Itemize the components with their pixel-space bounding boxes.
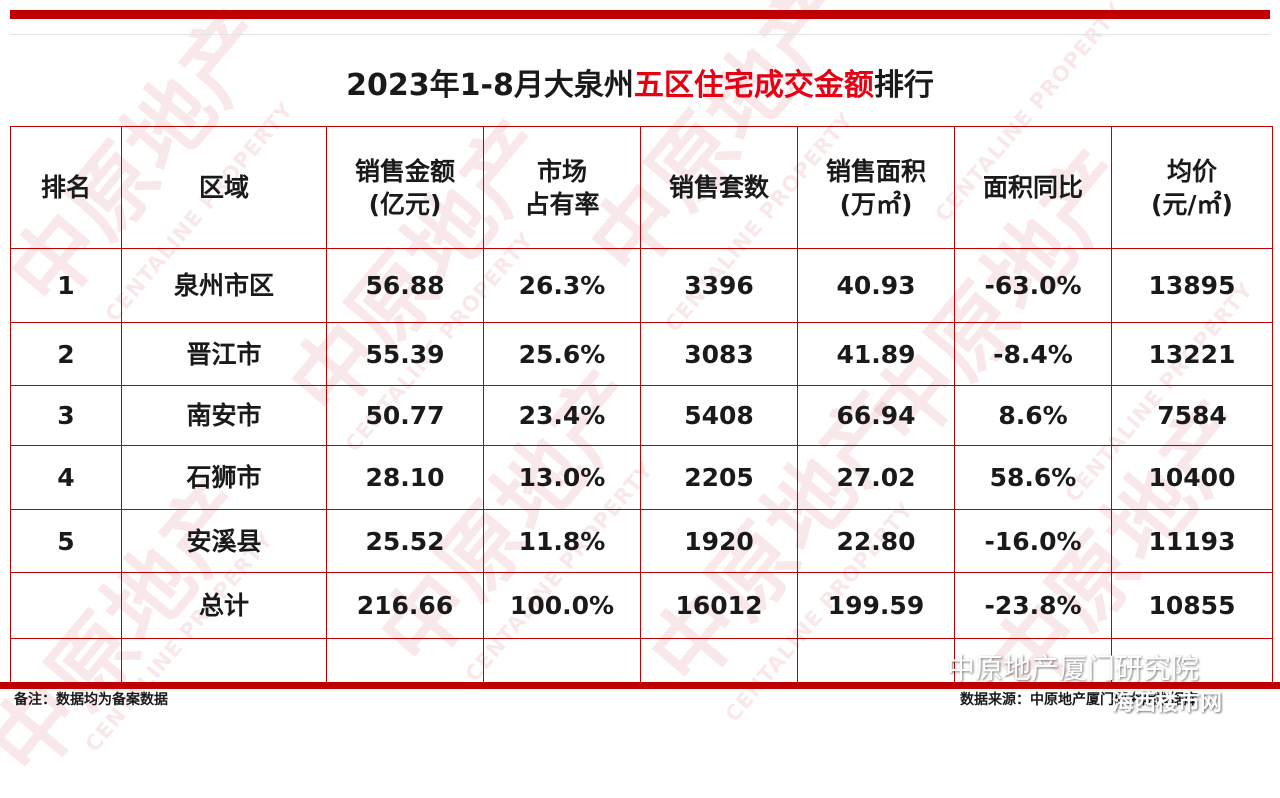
table-row: 5 安溪县 25.52 11.8% 1920 22.80 -16.0% 1119…: [10, 509, 1273, 573]
cell-market-share: 23.4%: [483, 385, 641, 446]
table-header-row: 排名 区域 销售金额 (亿元) 市场 占有率 销售套数 销售面积 (万㎡) 面积同比 …: [10, 126, 1273, 249]
table-total-row: 总计 216.66 100.0% 16012 199.59 -23.8% 108…: [10, 572, 1273, 639]
top-divider: [10, 34, 1270, 35]
cell-avg-price: 13221: [1111, 322, 1273, 386]
cell-area-yoy: -63.0%: [954, 248, 1112, 323]
cell-area-yoy: -23.8%: [954, 572, 1112, 639]
cell-sales-amount: 50.77: [326, 385, 484, 446]
cell-units-sold: 3396: [640, 248, 798, 323]
cell-avg-price: 10855: [1111, 572, 1273, 639]
cell-area-yoy: -16.0%: [954, 509, 1112, 573]
cell-units-sold: 3083: [640, 322, 798, 386]
bottom-accent-bar: [0, 682, 1280, 689]
cell-total-label: 总计: [121, 572, 327, 639]
cell-rank: 5: [10, 509, 122, 573]
cell-avg-price: 10400: [1111, 445, 1273, 510]
table-empty-row: [10, 638, 1273, 685]
cell-units-sold: 2205: [640, 445, 798, 510]
cell-region: 晋江市: [121, 322, 327, 386]
cell-sales-area: 199.59: [797, 572, 955, 639]
cell-rank: 2: [10, 322, 122, 386]
cell-sales-amount: 55.39: [326, 322, 484, 386]
table-row: 3 南安市 50.77 23.4% 5408 66.94 8.6% 7584: [10, 385, 1273, 446]
cell-avg-price: 13895: [1111, 248, 1273, 323]
ranking-table: 排名 区域 销售金额 (亿元) 市场 占有率 销售套数 销售面积 (万㎡) 面积同比 …: [10, 126, 1273, 685]
cell-market-share: 13.0%: [483, 445, 641, 510]
title-highlight: 五区住宅成交金额: [633, 68, 874, 103]
cell-units-sold: 5408: [640, 385, 798, 446]
cell-region: 安溪县: [121, 509, 327, 573]
header-region: 区域: [121, 126, 327, 249]
wechat-account-overlay: 中原地产厦门研究院: [915, 647, 1199, 687]
footnote: 备注：数据均为备案数据: [14, 692, 168, 708]
table-row: 2 晋江市 55.39 25.6% 3083 41.89 -8.4% 13221: [10, 322, 1273, 386]
table-row: 4 石狮市 28.10 13.0% 2205 27.02 58.6% 10400: [10, 445, 1273, 510]
data-source: 数据来源：中原地产厦门研究院数据库: [960, 692, 1198, 708]
cell-area-yoy: 58.6%: [954, 445, 1112, 510]
top-accent-bar: [10, 10, 1270, 19]
cell-market-share: 100.0%: [483, 572, 641, 639]
cell-sales-area: 22.80: [797, 509, 955, 573]
cell-sales-area: 40.93: [797, 248, 955, 323]
cell-rank: [10, 572, 122, 639]
cell-market-share: 11.8%: [483, 509, 641, 573]
cell-area-yoy: 8.6%: [954, 385, 1112, 446]
cell-market-share: 25.6%: [483, 322, 641, 386]
cell-rank: 1: [10, 248, 122, 323]
cell-area-yoy: -8.4%: [954, 322, 1112, 386]
wechat-icon: [915, 656, 941, 681]
header-sales-amount: 销售金额 (亿元): [326, 126, 484, 249]
cell-units-sold: 1920: [640, 509, 798, 573]
cell-sales-amount: 28.10: [326, 445, 484, 510]
cell-region: 石狮市: [121, 445, 327, 510]
cell-units-sold: 16012: [640, 572, 798, 639]
cell-avg-price: 11193: [1111, 509, 1273, 573]
cell-rank: 4: [10, 445, 122, 510]
header-area-yoy: 面积同比: [954, 126, 1112, 249]
cell-sales-amount: 216.66: [326, 572, 484, 639]
header-avg-price: 均价 (元/㎡): [1111, 126, 1273, 249]
header-rank: 排名: [10, 126, 122, 249]
table-row: 1 泉州市区 56.88 26.3% 3396 40.93 -63.0% 138…: [10, 248, 1273, 323]
cell-market-share: 26.3%: [483, 248, 641, 323]
header-sales-area: 销售面积 (万㎡): [797, 126, 955, 249]
header-units-sold: 销售套数: [640, 126, 798, 249]
title-suffix: 排行: [873, 68, 934, 103]
cell-avg-price: 7584: [1111, 385, 1273, 446]
cell-region: 泉州市区: [121, 248, 327, 323]
title-prefix: 2023年1-8月大泉州: [346, 68, 634, 103]
cell-sales-area: 27.02: [797, 445, 955, 510]
cell-rank: 3: [10, 385, 122, 446]
cell-sales-amount: 56.88: [326, 248, 484, 323]
header-market-share: 市场 占有率: [483, 126, 641, 249]
watermark-stamp: 海西楼市网: [1112, 691, 1223, 716]
page-title: 2023年1-8月大泉州五区住宅成交金额排行: [0, 60, 1280, 104]
cell-sales-area: 41.89: [797, 322, 955, 386]
wechat-account-name: 中原地产厦门研究院: [947, 652, 1200, 685]
cell-region: 南安市: [121, 385, 327, 446]
cell-sales-area: 66.94: [797, 385, 955, 446]
cell-sales-amount: 25.52: [326, 509, 484, 573]
